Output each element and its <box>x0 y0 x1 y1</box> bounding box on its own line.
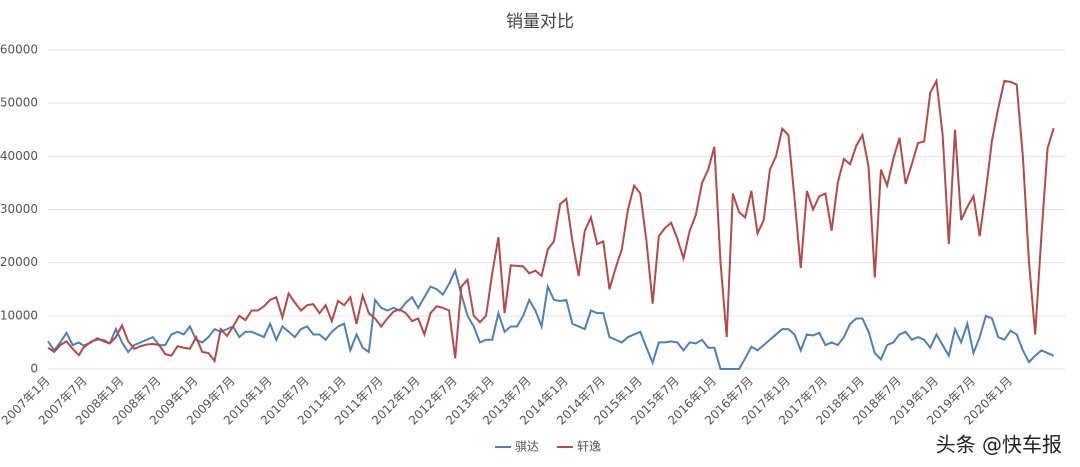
y-tick-label: 20000 <box>0 255 38 269</box>
y-tick-label: 0 <box>30 362 38 376</box>
series-line <box>47 77 1055 364</box>
series-line <box>47 267 1055 370</box>
watermark: 头条 @快车报 <box>936 433 1062 457</box>
y-tick-label: 50000 <box>0 96 38 110</box>
legend-label: 轩逸 <box>577 440 601 454</box>
chart-title: 销量对比 <box>506 12 574 32</box>
y-tick-label: 60000 <box>0 43 38 57</box>
y-tick-label: 40000 <box>0 149 38 163</box>
y-tick-label: 30000 <box>0 202 38 216</box>
y-tick-label: 10000 <box>0 308 38 322</box>
legend-label: 骐达 <box>515 440 539 454</box>
